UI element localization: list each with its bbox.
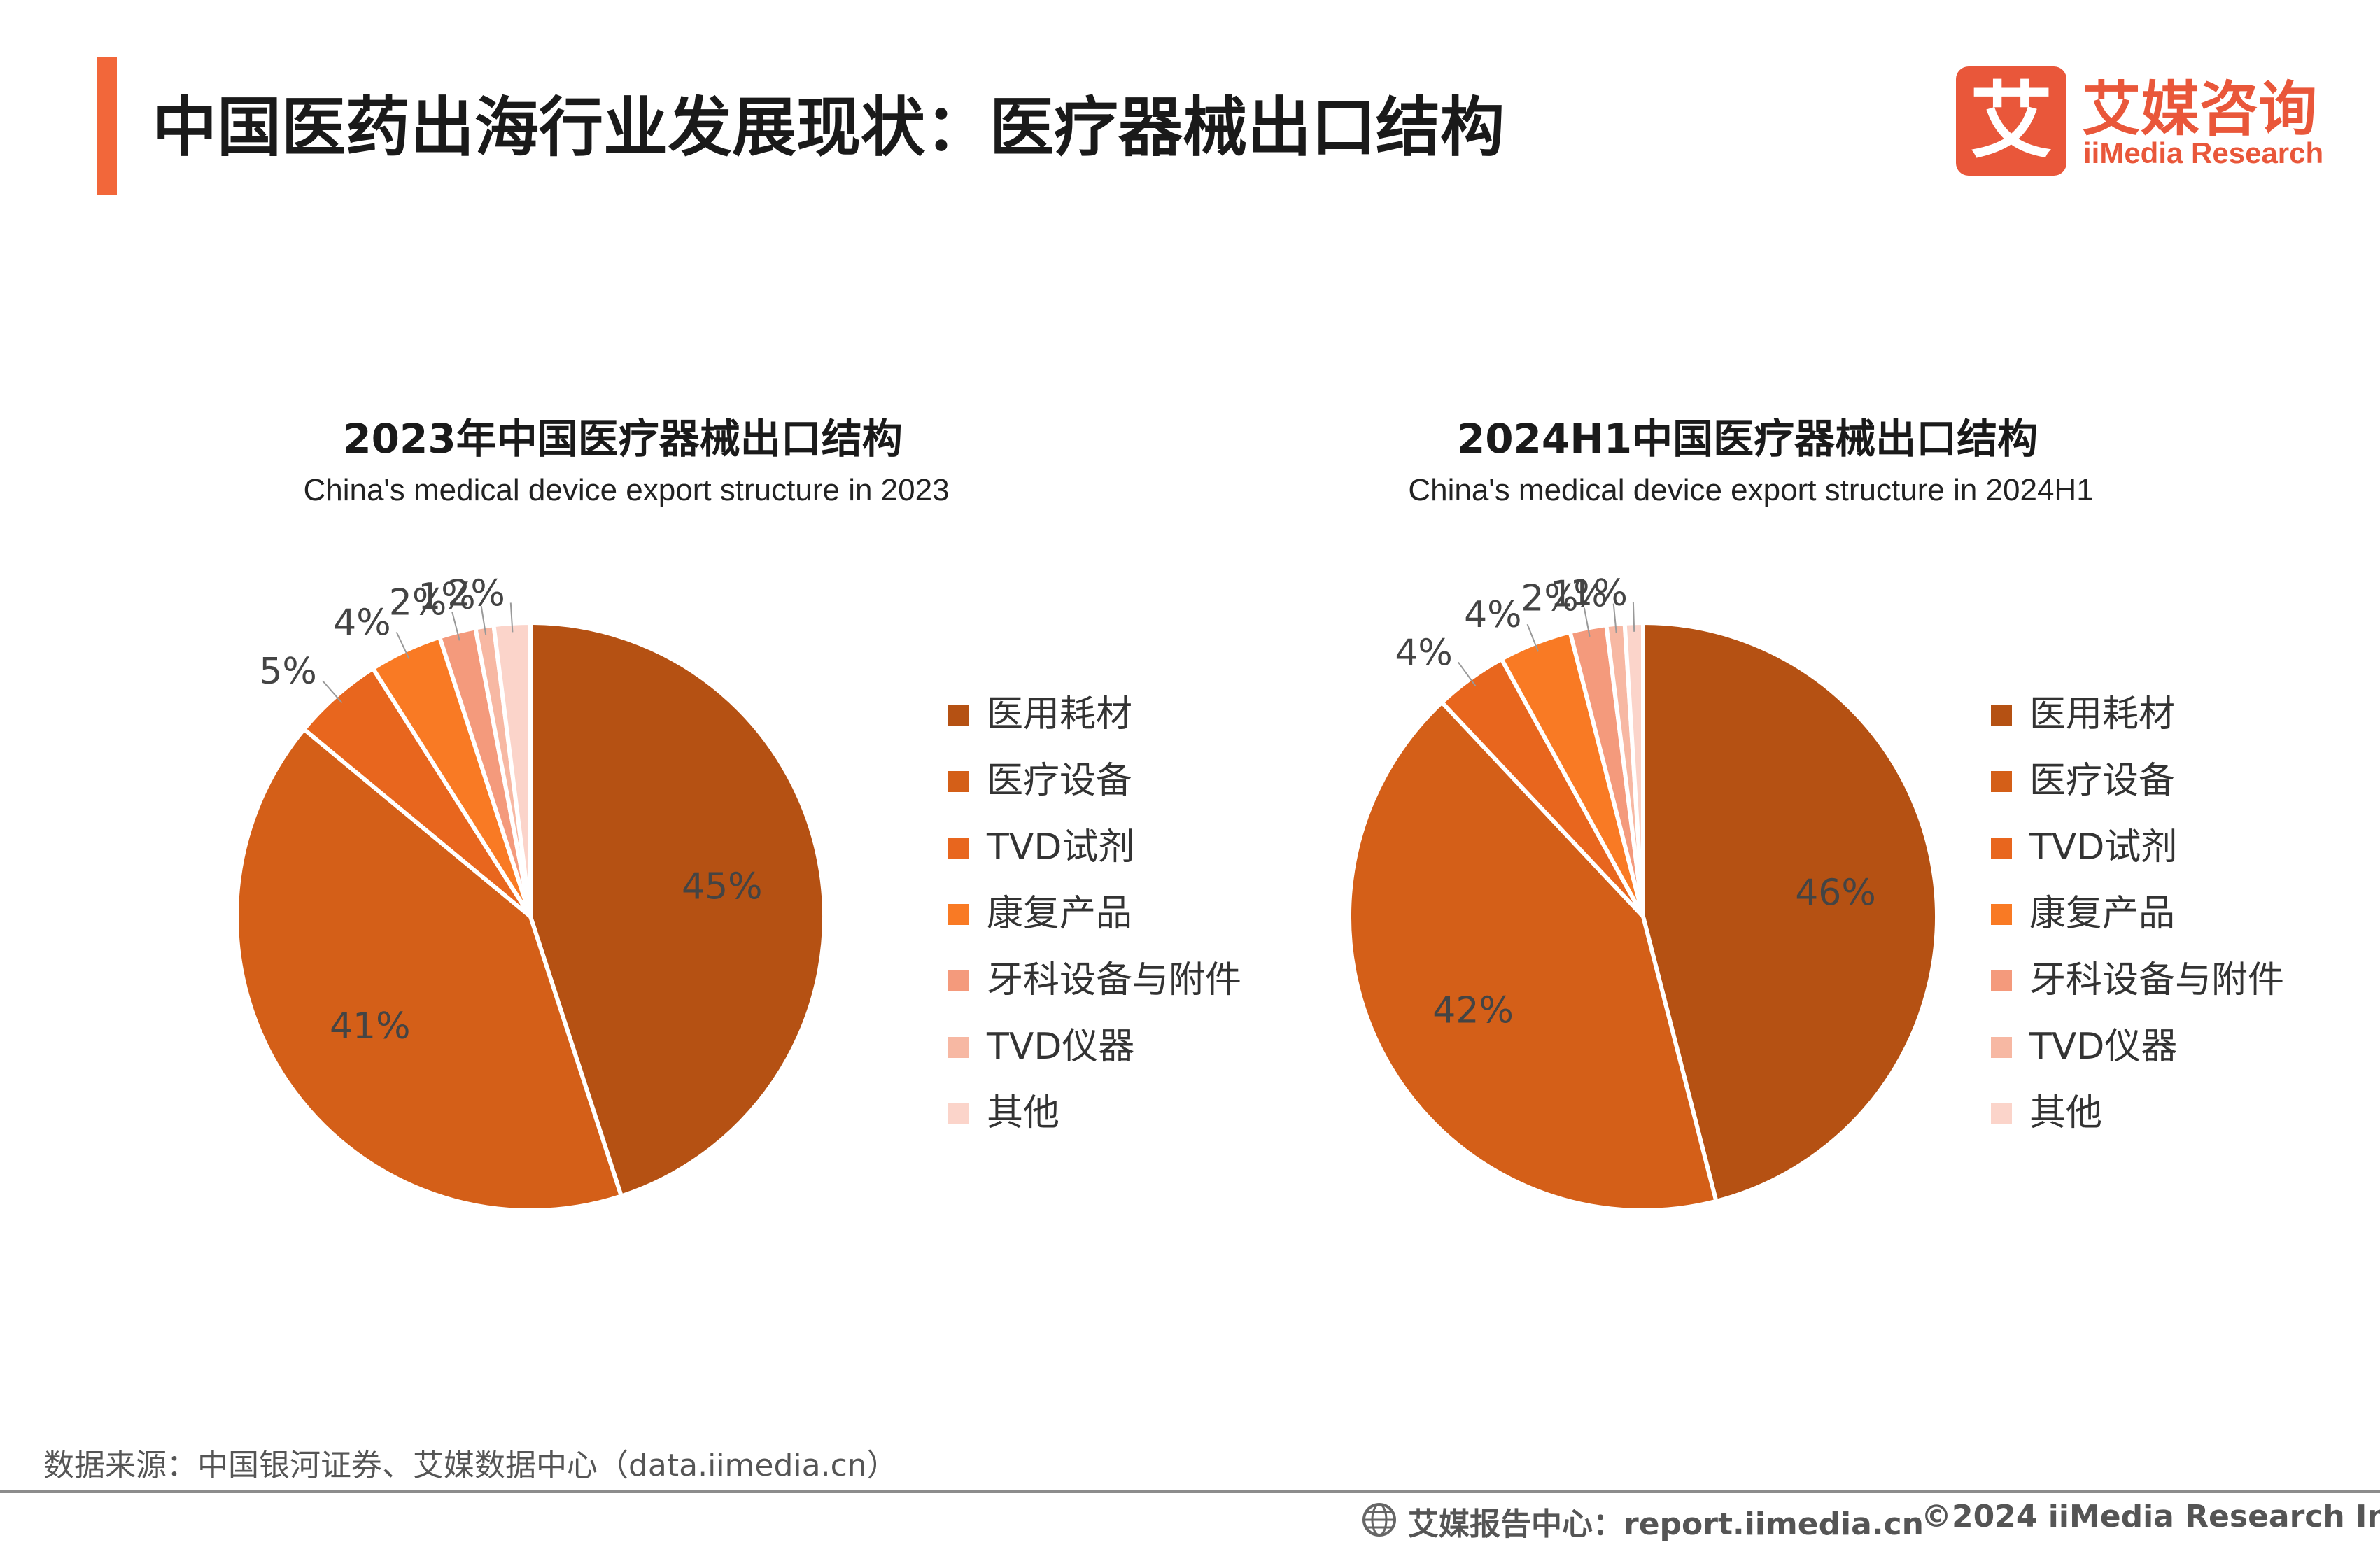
title-accent-bar [97,57,117,195]
chart-2023-subtitle: China's medical device export structure … [303,473,950,507]
legend-swatch [1991,1103,2012,1124]
chart-2024h1-leader-line-4 [1583,607,1591,637]
chart-2023-leader-line-3 [395,631,410,659]
chart-2024h1-title: 2024H1中国医疗器械出口结构 [1456,415,2039,462]
legend-swatch [948,771,969,792]
chart-2023-data-label-3: 4% [333,602,391,644]
chart-2024h1-leader-line-3 [1526,623,1539,652]
legend-swatch [1991,705,2012,726]
chart-2024h1-data-label-5: 1% [1550,574,1608,616]
legend-label: 医疗设备 [2029,760,2176,802]
chart-2024h1-leader-line-2 [1458,661,1477,686]
logo-mark: 艾 [1956,66,2066,176]
data-source: 数据来源：中国银河证券、艾媒数据中心（data.iimedia.cn） [43,1448,898,1483]
legend-swatch [1991,904,2012,925]
chart-2023-leader-line-4 [451,612,460,641]
chart-2023-title: 2023年中国医疗器械出口结构 [343,415,903,462]
chart-2023-data-label-6: 2% [447,572,505,614]
chart-2023-data-label-2: 5% [259,651,317,693]
legend-swatch [948,904,969,925]
legend-label: TVD试剂 [987,826,1135,868]
chart-2024h1-data-label-1: 42% [1432,990,1514,1032]
footer-divider [0,1490,2380,1493]
chart-2023-leader-line-5 [480,605,487,635]
legend-swatch [948,970,969,991]
chart-2023-pie: 45%41%5%4%2%1%2% [234,572,826,1213]
legend-swatch [1991,771,2012,792]
legend-label: TVD仪器 [2029,1026,2178,1068]
iimedia-logo: 艾 艾媒咨询 iiMedia Research [1956,66,2348,178]
legend-swatch [1991,838,2012,859]
legend-label: 康复产品 [2029,893,2176,935]
logo-cn-text: 艾媒咨询 [2082,75,2318,143]
legend-swatch [1991,970,2012,991]
chart-2024h1-slice-0 [1641,620,1939,1204]
chart-2023-slice-0 [528,620,826,1199]
legend-swatch [948,1037,969,1058]
chart-2024h1-leader-line-6 [1632,602,1635,632]
chart-2023-data-label-4: 2% [389,582,447,624]
copyright: ©2024 iiMedia Research Inc [1921,1499,2380,1534]
chart-2024h1-leader-line-5 [1612,603,1617,633]
chart-2024h1-subtitle: China's medical device export structure … [1408,473,2094,507]
chart-2024h1-data-label-6: 1% [1570,572,1628,614]
chart-2024h1-data-label-2: 4% [1395,632,1453,674]
chart-2023-slice-1 [234,726,624,1213]
legend-label: TVD试剂 [2029,826,2178,868]
legend-label: 其他 [2029,1092,2103,1134]
legend-label: 其他 [987,1092,1060,1134]
legend-label: 医用耗材 [2029,693,2176,735]
chart-2024h1-data-label-3: 4% [1464,594,1522,636]
chart-2024h1-slice-1 [1347,699,1719,1213]
page-title: 中国医药出海行业发展现状：医疗器械出口结构 [153,90,1505,165]
globe-icon [1362,1503,1396,1537]
legend-label: 医疗设备 [987,760,1133,802]
chart-2023-leader-line-6 [509,602,514,633]
legend-swatch [948,1103,969,1124]
legend-label: 康复产品 [987,893,1133,935]
chart-2024h1-data-label-0: 46% [1795,872,1876,914]
chart-2023-data-label-1: 41% [330,1005,411,1047]
chart-2024h1-data-label-4: 2% [1521,578,1579,620]
legend-label: TVD仪器 [987,1026,1135,1068]
chart-2023-leader-line-2 [322,680,343,704]
legend-label: 牙科设备与附件 [2029,959,2285,1001]
legend-swatch [948,838,969,859]
legend-label: 医用耗材 [987,693,1133,735]
chart-2023-data-label-5: 1% [418,576,476,618]
legend-label: 牙科设备与附件 [987,959,1242,1001]
chart-2023-data-label-0: 45% [682,866,763,908]
logo-en-text: iiMedia Research [2083,136,2324,169]
legend-swatch [1991,1037,2012,1058]
legend-swatch [948,705,969,726]
report-center-link[interactable]: 艾媒报告中心：report.iimedia.cn [1408,1506,1924,1542]
